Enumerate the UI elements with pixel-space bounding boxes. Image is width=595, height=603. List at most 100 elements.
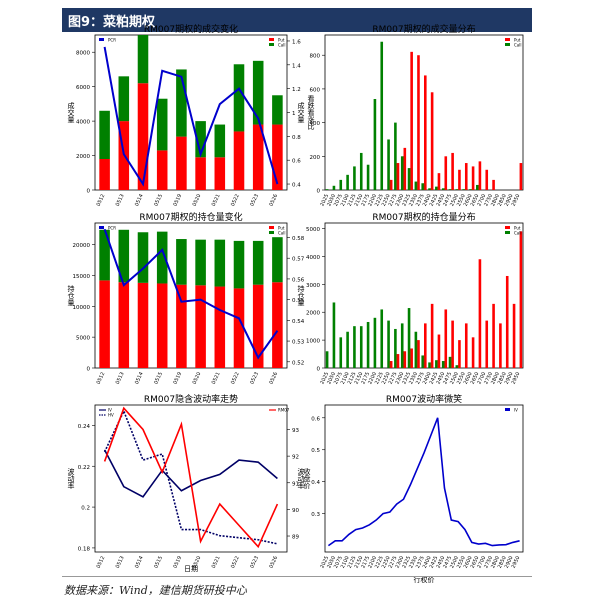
bar-overlap-1 [402,156,405,190]
bar-overlap-3 [437,360,439,368]
bar-call-1 [441,188,445,190]
y2-axis-label-0: 看跌看涨比 [307,95,315,131]
y-tick-label-left-0: 4000 [76,120,90,126]
x-tick-label-5: 2050 [326,555,337,569]
x-tick-label-5: 2475 [442,555,453,569]
bar-put-3 [444,309,448,368]
plot-frame-5 [324,404,524,553]
series-line-rm07-4 [103,406,279,549]
bar-call-2 [214,239,226,287]
y-axis-label-2: 持仓量 [67,284,75,306]
bar-call-3 [346,331,349,368]
x-tick-label-2: 0521 [211,371,222,385]
legend-swatch-0 [269,43,274,46]
bar-put-3 [417,340,420,368]
bar-call-0 [195,121,206,158]
y-tick-label-right-2: 0.56 [292,277,305,283]
bar-put-1 [458,169,461,190]
y-tick-label-right-4: 93 [292,428,299,434]
bar-put-1 [519,163,523,190]
x-axis-label-5: 行权价 [414,575,435,584]
x-tick-label-4: 0521 [211,555,222,569]
bar-call-1 [332,185,336,190]
bar-overlap-3 [450,356,452,368]
legend-swatch-3 [505,231,510,234]
x-tick-label-1: 2750 [483,193,494,207]
y-tick-label-right-0: 1.4 [292,63,301,69]
bar-put-1 [424,75,427,190]
bar-put-0 [137,83,149,190]
bar-overlap-3 [402,351,405,368]
x-tick-label-5: 2425 [429,555,440,569]
series-line-iv-5 [327,417,520,547]
source-note: 数据来源：Wind，建信期货研投中心 [64,584,247,597]
bar-overlap-3 [443,361,446,368]
chart-title-5: RM007波动率微笑 [386,393,462,405]
x-axis-label-4: 日期 [184,565,198,573]
bar-call-1 [469,189,472,190]
bar-call-3 [435,360,438,368]
y-tick-label-right-0: 0.8 [292,135,301,141]
x-tick-label-4: 0526 [268,555,279,569]
y-tick-label-right-0: 0.4 [292,183,301,189]
bar-put-1 [417,55,420,190]
bar-put-2 [252,284,264,368]
x-tick-label-3: 2350 [408,371,419,385]
bar-call-2 [118,229,130,283]
bar-put-0 [195,157,206,190]
bar-put-1 [410,51,413,190]
bar-overlap-3 [457,365,459,368]
y-tick-label-left-0: 6000 [76,85,90,91]
y-tick-label-left-5: 0.4 [311,480,320,486]
bar-call-3 [373,317,377,368]
x-tick-label-3: 2025 [319,371,330,385]
x-tick-label-5: 2150 [354,555,365,569]
bar-put-3 [403,351,407,368]
bar-overlap-1 [477,184,480,190]
x-tick-label-1: 2275 [388,193,399,207]
legend-swatch-2 [99,226,104,229]
bar-put-3 [478,259,482,368]
bar-call-1 [462,189,465,190]
y-tick-label-right-2: 0.54 [292,319,305,325]
bar-call-3 [455,365,459,368]
x-tick-label-2: 0515 [153,371,164,385]
bar-put-3 [410,348,413,368]
y-tick-label-right-2: 0.57 [292,257,305,263]
bar-put-2 [137,282,149,368]
bar-call-3 [407,308,411,368]
x-tick-label-4: 0523 [249,555,260,569]
x-tick-label-2: 0522 [230,371,241,385]
bar-put-3 [430,303,434,368]
bar-call-0 [156,98,168,151]
legend-label-2: PCR [108,226,116,231]
bar-put-3 [437,334,441,368]
x-tick-label-5: 2300 [395,555,406,569]
bar-call-3 [394,328,397,368]
plot-frame-2 [94,222,288,369]
bar-put-3 [492,303,495,368]
bar-call-0 [272,95,283,125]
bar-call-0 [137,35,149,84]
bar-put-3 [519,231,523,368]
pcr-line-2 [103,228,279,360]
x-tick-label-1: 2850 [497,193,508,207]
bar-overlap-1 [430,188,432,190]
bar-call-2 [233,240,245,289]
x-tick-label-0: 0515 [153,193,164,207]
x-tick-label-5: 2125 [347,555,358,569]
y-tick-label-left-2: 20000 [73,243,91,249]
x-tick-label-5: 2550 [456,555,467,569]
x-tick-label-1: 2125 [347,193,358,207]
x-tick-label-5: 2375 [415,555,426,569]
bar-call-3 [359,326,363,368]
bar-put-3 [505,275,509,368]
x-tick-label-5: 2500 [449,555,460,569]
series-line-iv-4 [103,449,278,498]
bar-put-1 [389,179,393,190]
bar-overlap-1 [443,188,446,190]
x-tick-label-1: 2550 [456,193,467,207]
bar-put-3 [471,337,475,368]
x-tick-label-3: 2650 [470,371,481,385]
x-tick-label-5: 2100 [340,555,351,569]
